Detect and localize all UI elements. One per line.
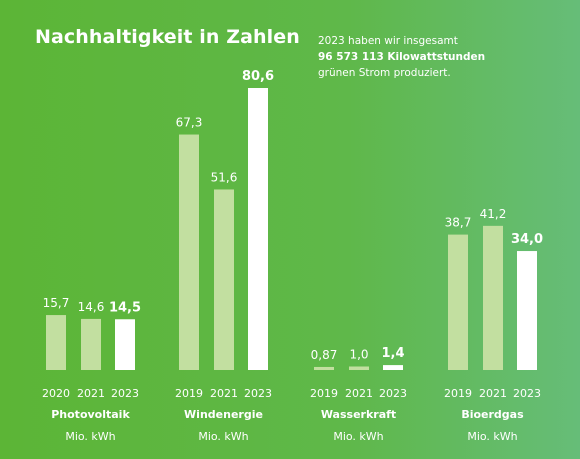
bar — [81, 318, 101, 370]
bar — [46, 315, 66, 370]
summary-note: 2023 haben wir insgesamt 96 573 113 Kilo… — [318, 33, 485, 81]
x-tick-label: 2019 — [175, 387, 203, 400]
bar — [248, 88, 268, 370]
x-tick-label: 2023 — [244, 387, 272, 400]
unit-label: Mio. kWh — [467, 430, 517, 443]
bar — [115, 319, 135, 370]
group-label: Wasserkraft — [321, 408, 396, 421]
unit-label: Mio. kWh — [198, 430, 248, 443]
bar-value-label: 1,0 — [349, 348, 368, 362]
group-label: Windenergie — [184, 408, 263, 421]
bar-value-label: 67,3 — [176, 116, 203, 130]
bar-value-label: 41,2 — [480, 207, 507, 221]
bar — [448, 234, 468, 370]
group-label: Bioerdgas — [461, 408, 524, 421]
bar-value-label: 38,7 — [445, 216, 472, 230]
bar-value-label: 80,6 — [242, 69, 274, 84]
unit-label: Mio. kWh — [333, 430, 383, 443]
x-tick-label: 2021 — [77, 387, 105, 400]
x-tick-label: 2021 — [345, 387, 373, 400]
bar — [314, 366, 334, 370]
bar-value-label: 34,0 — [511, 232, 543, 247]
bar — [349, 366, 369, 370]
bar-value-label: 0,87 — [311, 348, 338, 362]
x-tick-label: 2023 — [513, 387, 541, 400]
x-tick-label: 2020 — [42, 387, 70, 400]
x-tick-label: 2023 — [111, 387, 139, 400]
chart-title: Nachhaltigkeit in Zahlen — [35, 26, 300, 48]
x-tick-label: 2021 — [210, 387, 238, 400]
bar — [483, 225, 503, 370]
x-tick-label: 2019 — [444, 387, 472, 400]
group-label: Photovoltaik — [51, 408, 130, 421]
bar-value-label: 1,4 — [381, 346, 404, 361]
summary-line-3: grünen Strom produziert. — [318, 67, 451, 79]
x-tick-label: 2021 — [479, 387, 507, 400]
x-tick-label: 2019 — [310, 387, 338, 400]
summary-line-2: 96 573 113 Kilowattstunden — [318, 51, 486, 63]
bar-value-label: 14,5 — [109, 300, 141, 315]
bar — [214, 189, 234, 370]
bar-value-label: 15,7 — [43, 296, 70, 310]
summary-line-1: 2023 haben wir insgesamt — [318, 35, 458, 47]
x-tick-label: 2023 — [379, 387, 407, 400]
bar — [179, 134, 199, 370]
bar — [517, 251, 537, 370]
bar-value-label: 51,6 — [211, 170, 238, 184]
unit-label: Mio. kWh — [65, 430, 115, 443]
bar-value-label: 14,6 — [78, 300, 105, 314]
bar — [383, 365, 403, 370]
